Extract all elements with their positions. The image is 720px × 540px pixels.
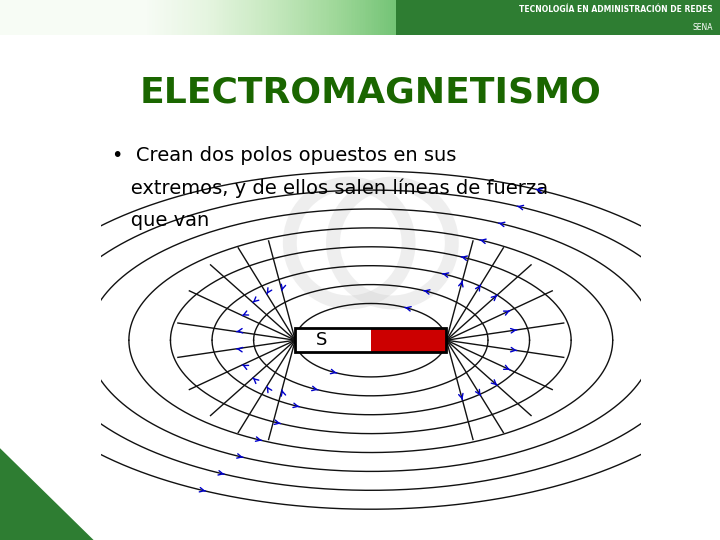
Polygon shape xyxy=(0,448,94,540)
Text: que van: que van xyxy=(112,211,209,229)
Text: N: N xyxy=(420,331,434,349)
Bar xyxy=(295,328,371,352)
Bar xyxy=(371,328,446,352)
Text: S: S xyxy=(316,331,328,349)
Bar xyxy=(295,328,446,352)
Text: •  Crean dos polos opuestos en sus: • Crean dos polos opuestos en sus xyxy=(112,146,456,165)
Text: ELECTROMAGNETISMO: ELECTROMAGNETISMO xyxy=(140,76,602,110)
Text: SENA: SENA xyxy=(693,23,713,32)
Bar xyxy=(396,0,720,35)
Text: extremos, y de ellos salen líneas de fuerza: extremos, y de ellos salen líneas de fue… xyxy=(112,178,548,198)
Text: TECNOLOGÍA EN ADMINISTRACIÓN DE REDES: TECNOLOGÍA EN ADMINISTRACIÓN DE REDES xyxy=(519,5,713,15)
